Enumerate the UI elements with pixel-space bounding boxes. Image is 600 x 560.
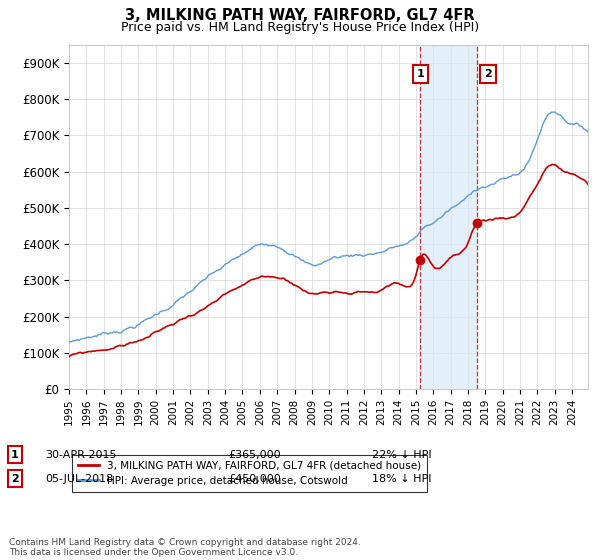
- Text: 2: 2: [484, 69, 492, 79]
- Text: 05-JUL-2018: 05-JUL-2018: [45, 474, 113, 484]
- Text: 2: 2: [11, 474, 19, 484]
- Text: £450,000: £450,000: [228, 474, 281, 484]
- Text: 30-APR-2015: 30-APR-2015: [45, 450, 116, 460]
- Text: 3, MILKING PATH WAY, FAIRFORD, GL7 4FR: 3, MILKING PATH WAY, FAIRFORD, GL7 4FR: [125, 8, 475, 24]
- Text: Price paid vs. HM Land Registry's House Price Index (HPI): Price paid vs. HM Land Registry's House …: [121, 21, 479, 34]
- Text: £365,000: £365,000: [228, 450, 281, 460]
- Text: Contains HM Land Registry data © Crown copyright and database right 2024.
This d: Contains HM Land Registry data © Crown c…: [9, 538, 361, 557]
- Text: 1: 1: [11, 450, 19, 460]
- Text: 1: 1: [416, 69, 424, 79]
- Text: 22% ↓ HPI: 22% ↓ HPI: [372, 450, 431, 460]
- Text: 18% ↓ HPI: 18% ↓ HPI: [372, 474, 431, 484]
- Legend: 3, MILKING PATH WAY, FAIRFORD, GL7 4FR (detached house), HPI: Average price, det: 3, MILKING PATH WAY, FAIRFORD, GL7 4FR (…: [71, 455, 427, 492]
- Bar: [421, 45, 476, 389]
